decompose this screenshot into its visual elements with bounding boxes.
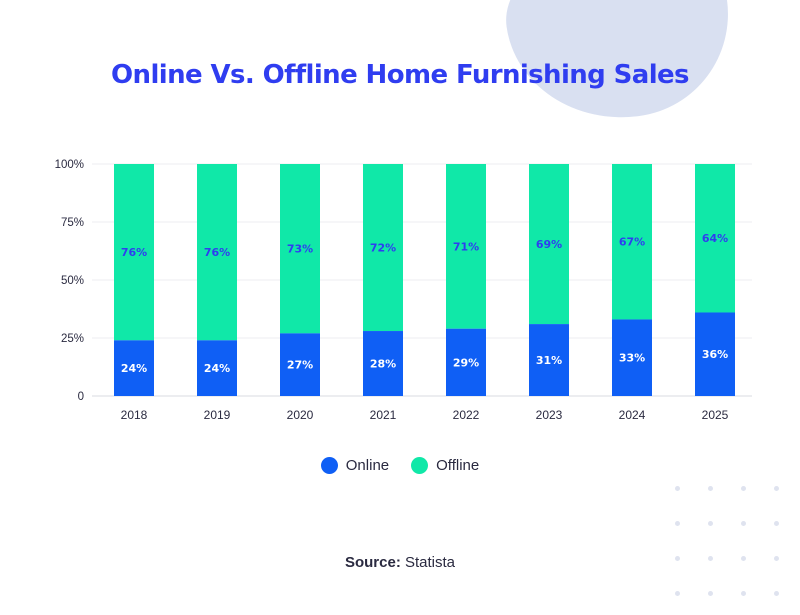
data-label-online: 28% <box>370 358 396 371</box>
decorative-dot-grid <box>670 480 800 615</box>
decorative-dot <box>708 521 713 526</box>
source-value: Statista <box>405 554 456 571</box>
bar-segment-offline <box>446 164 486 329</box>
bar-segment-offline <box>197 164 237 341</box>
data-label-offline: 76% <box>204 246 230 259</box>
data-label-online: 36% <box>702 348 728 361</box>
bar-segment-online <box>612 319 652 396</box>
legend-item-online: Online <box>320 457 390 474</box>
data-label-offline: 76% <box>121 246 147 259</box>
x-tick-label: 2020 <box>287 408 314 422</box>
decorative-dot <box>774 521 779 526</box>
bar-segment-online <box>529 324 569 396</box>
decorative-dot <box>774 591 779 596</box>
y-tick-label: 50% <box>61 275 84 287</box>
data-label-offline: 72% <box>370 242 396 255</box>
data-label-online: 24% <box>121 362 147 375</box>
bar-segment-offline <box>280 164 320 334</box>
data-label-offline: 67% <box>619 236 645 249</box>
y-tick-label: 75% <box>61 217 84 229</box>
x-tick-label: 2022 <box>453 408 480 422</box>
data-label-online: 24% <box>204 362 230 375</box>
decorative-dot <box>708 556 713 561</box>
data-label-offline: 64% <box>702 232 728 245</box>
data-label-offline: 71% <box>453 240 479 253</box>
y-tick-label: 100% <box>55 159 84 171</box>
bar-segment-online <box>363 331 403 396</box>
decorative-dot <box>741 556 746 561</box>
x-tick-label: 2024 <box>619 408 646 422</box>
data-label-online: 33% <box>619 352 645 365</box>
y-tick-label: 25% <box>61 333 84 345</box>
bar-segment-online <box>446 328 486 396</box>
data-label-offline: 69% <box>536 238 562 251</box>
source-note: Source: Statista <box>0 554 800 571</box>
decorative-dot <box>741 591 746 596</box>
legend-swatch-offline <box>411 457 429 474</box>
decorative-dot <box>741 486 746 491</box>
decorative-dot <box>774 486 779 491</box>
stacked-bar-chart: 0 25% 50% 75% 100% 76% 24% 2018 76% 24% 2019 73% 27%… <box>55 159 752 422</box>
decorative-dot <box>741 521 746 526</box>
x-tick-label: 2025 <box>702 408 729 422</box>
decorative-dot <box>675 486 680 491</box>
bar-segment-offline <box>612 164 652 320</box>
bar-segment-offline <box>363 164 403 332</box>
source-label: Source: <box>344 554 401 571</box>
bar-segment-offline <box>529 164 569 325</box>
x-tick-label: 2021 <box>370 408 397 422</box>
data-label-offline: 73% <box>287 243 313 256</box>
y-tick-label: 0 <box>78 391 84 403</box>
bar-segment-online <box>280 333 320 396</box>
legend-swatch-online <box>320 457 338 474</box>
chart-title: Online Vs. Offline Home Furnishing Sales <box>111 60 689 90</box>
chart-legend: Online Offline <box>0 457 800 474</box>
legend-label-online: Online <box>345 457 390 474</box>
legend-item-offline: Offline <box>411 457 479 474</box>
bar-segment-offline <box>695 164 735 313</box>
data-label-online: 27% <box>287 359 313 372</box>
decorative-dot <box>675 521 680 526</box>
decorative-dot <box>675 556 680 561</box>
decorative-dot <box>708 486 713 491</box>
decorative-dot <box>774 556 779 561</box>
legend-label-offline: Offline <box>436 457 480 474</box>
x-tick-label: 2019 <box>204 408 231 422</box>
data-label-online: 31% <box>536 354 562 367</box>
bar-segment-online <box>197 340 237 396</box>
bar-segment-online <box>114 340 154 396</box>
data-label-online: 29% <box>453 356 479 369</box>
bar-segment-offline <box>114 164 154 341</box>
x-tick-label: 2023 <box>536 408 563 422</box>
decorative-dot <box>708 591 713 596</box>
decorative-dot <box>675 591 680 596</box>
x-tick-label: 2018 <box>121 408 148 422</box>
bar-segment-online <box>695 312 735 396</box>
